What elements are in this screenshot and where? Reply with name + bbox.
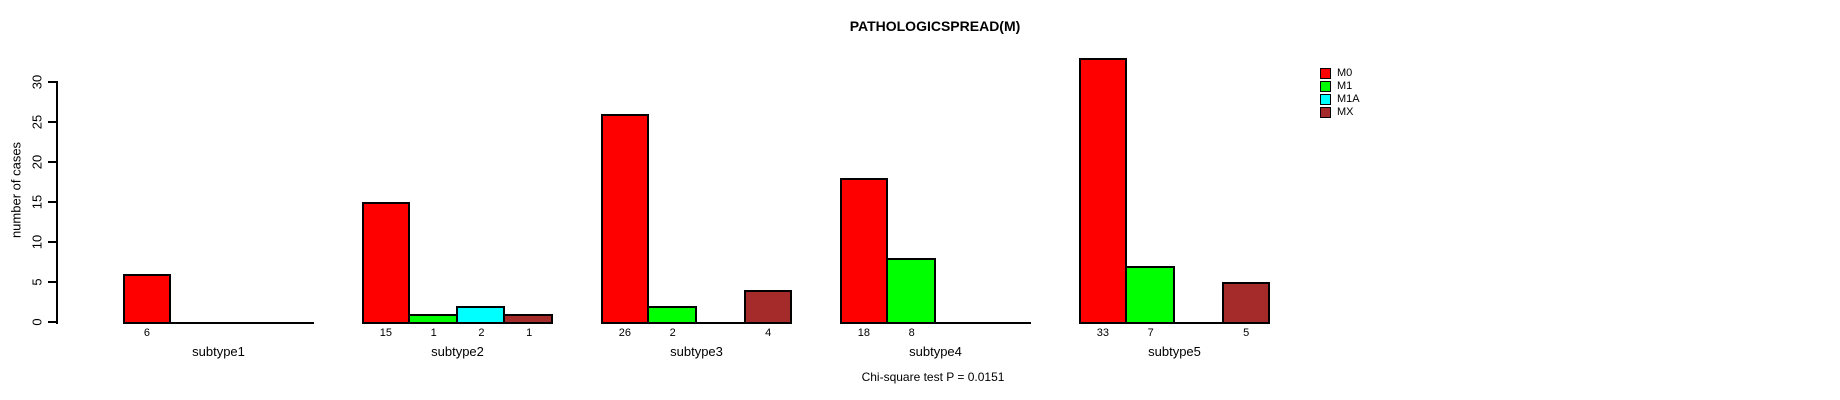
y-tick [48,81,56,83]
legend-swatch-m1-icon [1320,80,1331,92]
bar-value-label: 2 [478,327,485,339]
bar-m1-subtype5 [1124,266,1175,324]
y-axis-title: number of cases [8,141,24,239]
group-label: subtype5 [1148,344,1201,359]
bar-m0-subtype2 [362,202,410,324]
y-axis [56,81,58,324]
legend-swatch-m0-icon [1320,67,1331,79]
bar-value-label: 8 [908,327,915,339]
bar-value-label: 18 [857,327,870,339]
legend-label-m1a: M1A [1337,93,1360,105]
bar-value-label: 15 [379,327,392,339]
bar-m0-subtype1 [123,274,171,324]
group-label: subtype1 [192,344,245,359]
bar-m1-subtype3 [646,306,697,324]
y-tick-label: 10 [29,234,45,250]
bar-m1-subtype4 [885,258,936,324]
bar-value-label: 2 [669,327,676,339]
bar-value-label: 4 [765,327,772,339]
legend-swatch-m1a-icon [1320,93,1331,105]
legend-label-mx: MX [1337,106,1354,118]
y-tick [48,201,56,203]
y-tick-label: 25 [29,114,45,130]
legend-label-m1: M1 [1337,80,1353,92]
legend-label-m0: M0 [1337,67,1353,79]
bar-m1a-subtype2 [455,306,506,324]
group-label: subtype2 [431,344,484,359]
bar-value-label: 26 [618,327,631,339]
chart-title: PATHOLOGICSPREAD(M) [849,18,1021,34]
bar-value-label: 33 [1096,327,1109,339]
bar-m0-subtype3 [601,114,649,324]
y-tick [48,241,56,243]
bar-m1-subtype2 [407,314,458,324]
x-baseline [601,322,792,324]
legend-swatch-mx-icon [1320,106,1331,118]
y-tick-label: 30 [29,74,45,90]
legend: M0 M1 M1A MX [1320,67,1360,119]
y-tick [48,121,56,123]
y-tick-label: 20 [29,154,45,170]
bar-mx-subtype2 [503,314,553,324]
bar-mx-subtype5 [1222,282,1270,324]
y-tick [48,281,56,283]
bar-value-label: 5 [1243,327,1250,339]
y-tick-label: 5 [29,278,45,286]
bar-m0-subtype5 [1079,58,1127,324]
bar-value-label: 1 [430,327,437,339]
bar-m0-subtype4 [840,178,888,324]
bar-value-label: 6 [143,327,150,339]
legend-row: MX [1320,106,1360,118]
x-baseline [840,322,1031,324]
chi-square-note: Chi-square test P = 0.0151 [861,370,1005,384]
x-baseline [123,322,314,324]
x-baseline [1079,322,1270,324]
bar-value-label: 7 [1147,327,1154,339]
y-tick-label: 15 [29,194,45,210]
y-tick [48,161,56,163]
y-tick [48,321,56,323]
bar-mx-subtype3 [744,290,792,324]
group-label: subtype4 [909,344,962,359]
legend-row: M1A [1320,93,1360,105]
legend-row: M1 [1320,80,1360,92]
bar-value-label: 1 [526,327,533,339]
legend-row: M0 [1320,67,1360,79]
group-label: subtype3 [670,344,723,359]
y-tick-label: 0 [29,318,45,326]
